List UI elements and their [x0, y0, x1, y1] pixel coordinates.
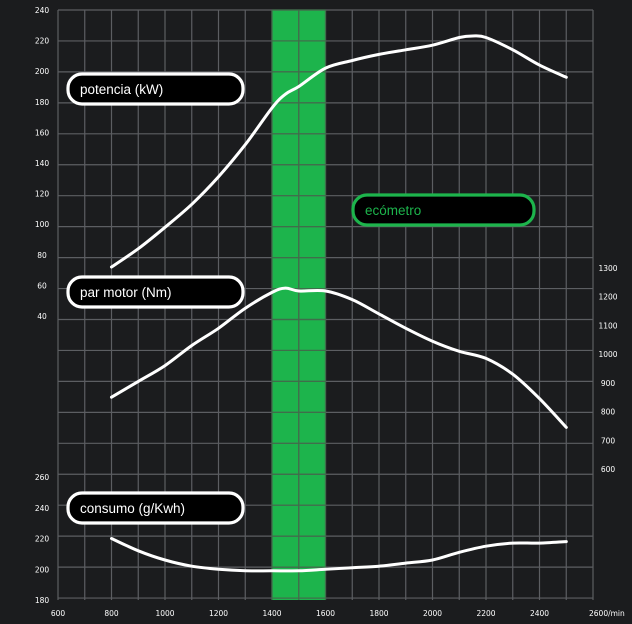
right-tick-label: 1200 — [598, 293, 617, 302]
right-tick-label: 1300 — [598, 264, 617, 273]
potencia-label-text: potencia (kW) — [80, 82, 163, 97]
series-lines — [110, 34, 568, 573]
right-tick-label: 900 — [601, 379, 616, 388]
x-tick-label: 2200 — [476, 609, 495, 618]
left-top-tick-label: 60 — [37, 281, 47, 290]
left-top-tick-label: 240 — [35, 6, 50, 15]
par-motor-line — [110, 286, 568, 429]
x-tick-label: 1400 — [262, 609, 281, 618]
potencia-label: potencia (kW) — [66, 72, 245, 106]
consumo-label-box — [66, 491, 245, 525]
potencia-line — [110, 34, 568, 269]
x-tick-label: 2600/min — [589, 609, 625, 618]
left-bottom-tick-label: 200 — [35, 565, 50, 574]
series-labels: potencia (kW) par motor (Nm) consumo (g/Kw… — [66, 72, 536, 525]
par-motor-label-text: par motor (Nm) — [80, 285, 172, 300]
left-top-tick-label: 120 — [35, 190, 50, 199]
x-tick-label: 600 — [51, 609, 66, 618]
right-tick-label: 1100 — [598, 321, 617, 330]
x-tick-label: 1200 — [209, 609, 228, 618]
consumo-label-text: consumo (g/Kwh) — [80, 501, 185, 516]
left-bottom-tick-label: 180 — [35, 596, 50, 605]
x-tick-label: 1000 — [155, 609, 174, 618]
par-motor-label: par motor (Nm) — [66, 275, 245, 309]
left-axis-bottom-ticks: 180 200 220 240 260 — [35, 473, 50, 605]
potencia-label-box — [66, 72, 245, 106]
right-tick-label: 600 — [601, 465, 616, 474]
right-tick-label: 700 — [601, 436, 616, 445]
ecometro-label-text: ecómetro — [365, 203, 421, 218]
x-tick-label: 800 — [104, 609, 119, 618]
right-tick-label: 800 — [601, 408, 616, 417]
left-top-tick-label: 200 — [35, 67, 50, 76]
left-top-tick-label: 220 — [35, 37, 50, 46]
x-tick-label: 1600 — [316, 609, 335, 618]
left-top-tick-label: 100 — [35, 220, 50, 229]
left-bottom-tick-label: 220 — [35, 535, 50, 544]
left-top-tick-label: 40 — [37, 312, 47, 321]
par-motor-label-box — [66, 275, 245, 309]
consumo-label: consumo (g/Kwh) — [66, 491, 245, 525]
left-top-tick-label: 160 — [35, 128, 50, 137]
x-tick-label: 2000 — [423, 609, 442, 618]
left-top-tick-label: 140 — [35, 159, 50, 168]
x-tick-label: 2400 — [530, 609, 549, 618]
right-tick-label: 1000 — [598, 350, 617, 359]
left-top-tick-label: 80 — [37, 251, 47, 260]
x-axis-ticks: 600 800 1000 1200 1400 1600 1800 2000 2200 2400 26… — [51, 609, 625, 618]
x-tick-label: 1800 — [369, 609, 388, 618]
left-bottom-tick-label: 240 — [35, 504, 50, 513]
ecometro-label-box — [351, 193, 536, 227]
left-axis-top-ticks: 40 60 80 100 120 140 160 180 200 220 240 — [35, 6, 50, 321]
consumo-line — [110, 537, 568, 573]
ecometro-label: ecómetro — [351, 193, 536, 227]
right-axis-ticks: 600 700 800 900 1000 1100 1200 1300 — [598, 264, 617, 474]
left-top-tick-label: 180 — [35, 98, 50, 107]
left-bottom-tick-label: 260 — [35, 473, 50, 482]
